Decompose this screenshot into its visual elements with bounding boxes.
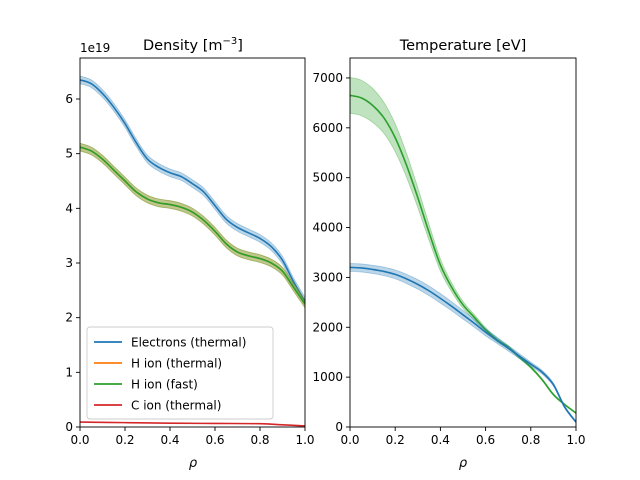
legend-label-3: C ion (thermal) (131, 399, 221, 413)
series-line-1-1 (350, 266, 576, 423)
temperature-x-axis-label: ρ (459, 456, 468, 471)
y-tick-label-1-4: 4000 (312, 221, 343, 235)
series-line-0-2 (80, 146, 305, 305)
y-tick-label-1-5: 5000 (312, 171, 343, 185)
y-tick-label-1-3: 3000 (312, 270, 343, 284)
series-band-1-0 (350, 77, 576, 415)
x-tick-label-1-1: 0.2 (386, 433, 405, 447)
y-tick-label-0-5: 5 (65, 147, 73, 161)
y-tick-label-1-2: 2000 (312, 320, 343, 334)
x-tick-label-0-1: 0.2 (115, 433, 134, 447)
x-tick-label-0-5: 1.0 (295, 433, 314, 447)
legend: Electrons (thermal) H ion (thermal) H ion … (86, 326, 274, 420)
x-tick-label-0-4: 0.8 (250, 433, 269, 447)
series-band-0-0 (80, 75, 305, 306)
y-tick-label-0-1: 1 (65, 365, 73, 379)
axes-frame-1 (349, 57, 577, 428)
y-tick-label-1-1: 1000 (312, 370, 343, 384)
plot-area-0: 0.0 0.2 0.4 0.6 0.8 1.0 0 1 2 3 4 5 6 Electrons (ther… (65, 57, 315, 447)
density-chart: Density [m−3] 1e19 ρ 0.0 0.2 0.4 0.6 0.8 1.00… (65, 36, 314, 471)
legend-label-2: H ion (fast) (131, 378, 198, 392)
x-tick-label-1-2: 0.4 (431, 433, 450, 447)
x-tick-label-0-2: 0.4 (160, 433, 179, 447)
x-tick-label-0-0: 0.0 (70, 433, 89, 447)
x-tick-label-1-5: 1.0 (566, 433, 585, 447)
series-line-0-3 (80, 421, 305, 427)
x-tick-label-0-3: 0.6 (205, 433, 224, 447)
plot-area-1: 0.0 0.2 0.4 0.6 0.8 1.0 0 1000 2000 3000 4000 5000 6… (312, 57, 586, 447)
y-tick-label-0-0: 0 (65, 420, 73, 434)
x-tick-label-1-0: 0.0 (340, 433, 359, 447)
x-tick-label-1-3: 0.6 (476, 433, 495, 447)
legend-label-1: H ion (thermal) (131, 357, 222, 371)
y-tick-label-1-7: 7000 (312, 71, 343, 85)
density-x-axis-label: ρ (189, 456, 198, 471)
y-tick-label-0-6: 6 (65, 92, 73, 106)
series-line-1-0 (350, 94, 576, 414)
series-line-0-0 (80, 79, 305, 302)
density-title: Density [m−3] (143, 36, 243, 54)
y-tick-label-1-0: 0 (335, 420, 343, 434)
y-tick-label-0-3: 3 (65, 256, 73, 270)
y-tick-label-0-4: 4 (65, 201, 73, 215)
legend-label-0: Electrons (thermal) (131, 336, 246, 350)
series-band-1-1 (350, 263, 576, 424)
axes-frame-0 (79, 57, 306, 428)
temperature-title: Temperature [eV] (399, 38, 527, 54)
density-offset-text: 1e19 (80, 41, 110, 55)
y-tick-label-0-2: 2 (65, 311, 73, 325)
temperature-chart: Temperature [eV] ρ 0.0 0.2 0.4 0.6 0.8 1.0 0 10… (312, 38, 585, 471)
y-tick-label-1-6: 6000 (312, 121, 343, 135)
x-tick-label-1-4: 0.8 (521, 433, 540, 447)
